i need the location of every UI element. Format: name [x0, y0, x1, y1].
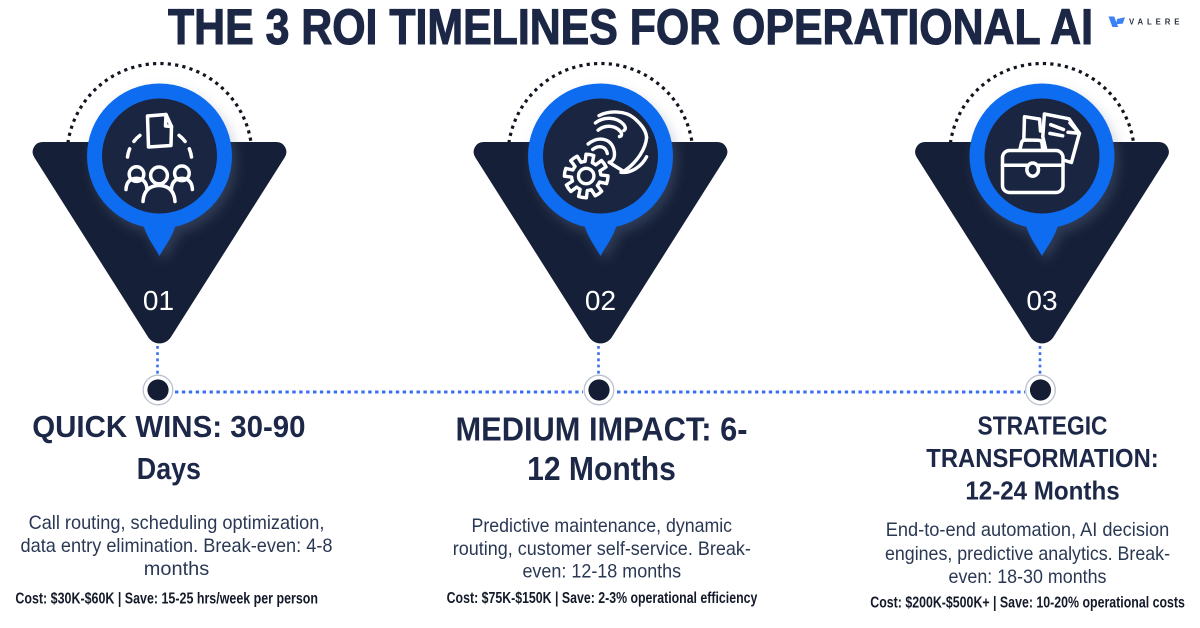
svg-text:02: 02 [585, 285, 616, 316]
svg-text:QUICK WINS: 30-90: QUICK WINS: 30-90 [32, 409, 305, 444]
svg-text:12-24 Months: 12-24 Months [965, 475, 1119, 505]
svg-text:Call routing, scheduling optim: Call routing, scheduling optimization, [29, 512, 325, 534]
svg-text:12 Months: 12 Months [527, 450, 676, 487]
svg-text:even: 18-30 months: even: 18-30 months [949, 566, 1107, 588]
svg-text:VALERE: VALERE [1129, 17, 1180, 26]
svg-text:engines, predictive analytics.: engines, predictive analytics. Break- [885, 543, 1170, 565]
svg-text:Predictive maintenance, dynami: Predictive maintenance, dynamic [472, 515, 733, 537]
svg-text:MEDIUM IMPACT: 6-: MEDIUM IMPACT: 6- [456, 410, 748, 447]
svg-text:Cost: $75K-$150K | Save: 2-3%: Cost: $75K-$150K | Save: 2-3% operationa… [447, 590, 758, 607]
svg-text:01: 01 [143, 285, 174, 316]
svg-text:Days: Days [137, 451, 201, 486]
svg-text:03: 03 [1026, 285, 1057, 316]
svg-text:routing, customer self-service: routing, customer self-service. Break- [453, 538, 751, 560]
svg-text:data entry elimination. Break-: data entry elimination. Break-even: 4-8 [21, 535, 333, 557]
svg-text:End-to-end automation, AI deci: End-to-end automation, AI decision [886, 519, 1170, 541]
svg-text:THE 3 ROI TIMELINES FOR OPERAT: THE 3 ROI TIMELINES FOR OPERATIONAL AI [168, 0, 1093, 55]
svg-text:TRANSFORMATION:: TRANSFORMATION: [926, 443, 1158, 473]
svg-text:Cost: $200K-$500K+ | Save: 10-: Cost: $200K-$500K+ | Save: 10-20% operat… [870, 595, 1185, 612]
svg-text:Cost: $30K-$60K | Save: 15-25: Cost: $30K-$60K | Save: 15-25 hrs/week p… [15, 591, 318, 608]
svg-text:months: months [144, 558, 210, 580]
svg-text:STRATEGIC: STRATEGIC [978, 411, 1108, 441]
svg-text:even: 12-18 months: even: 12-18 months [522, 560, 681, 582]
